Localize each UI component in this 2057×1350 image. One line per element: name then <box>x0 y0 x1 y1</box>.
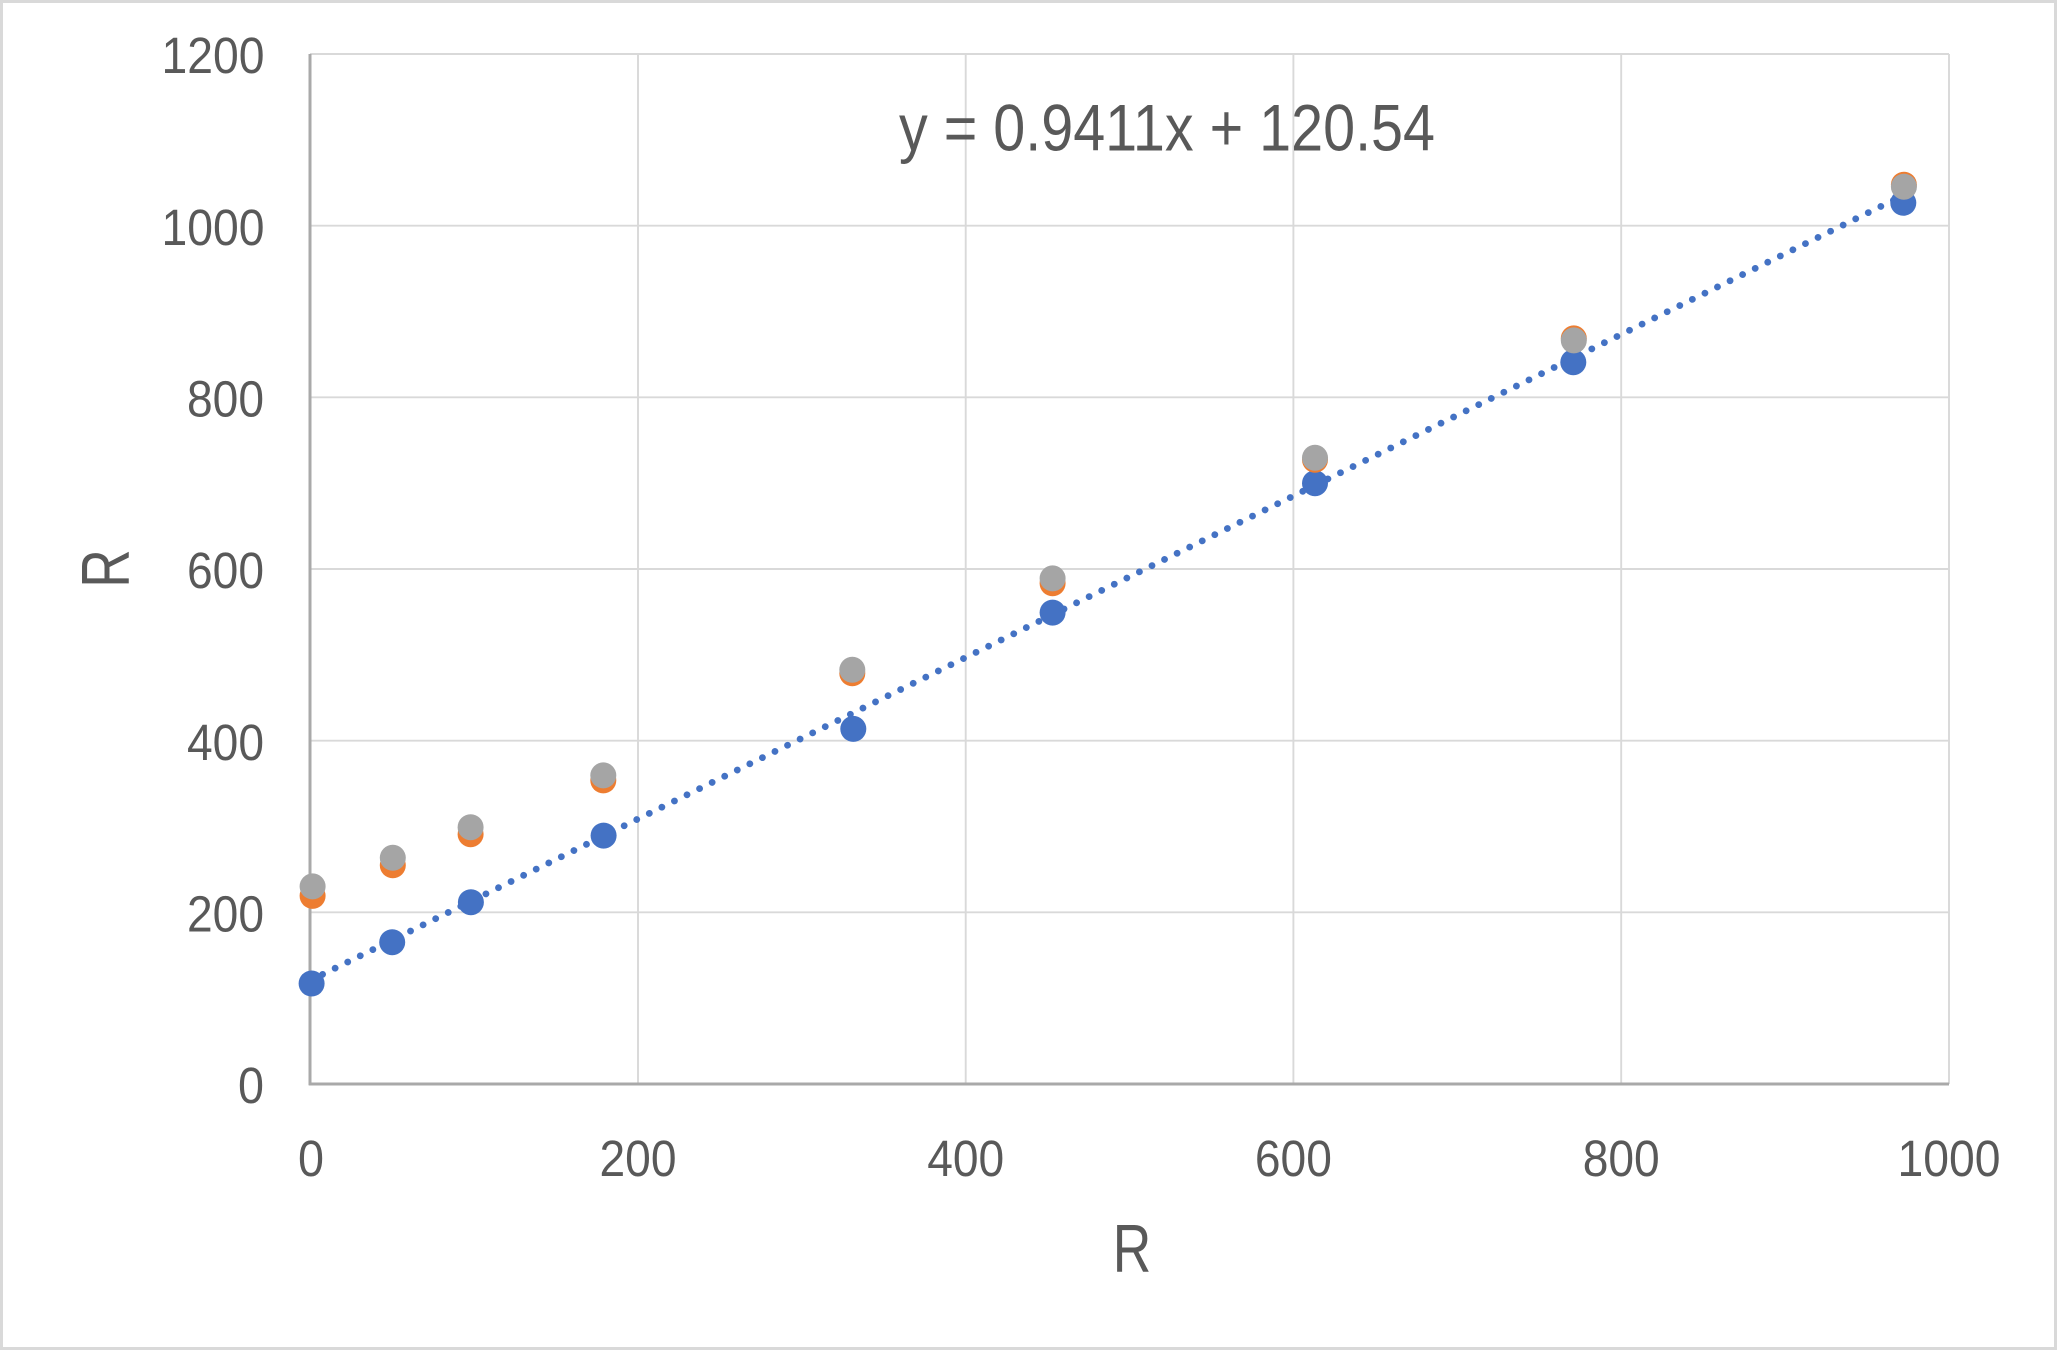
svg-text:0: 0 <box>238 1057 264 1114</box>
svg-text:1000: 1000 <box>162 199 265 256</box>
svg-text:800: 800 <box>187 370 264 427</box>
svg-text:400: 400 <box>187 714 264 771</box>
svg-text:200: 200 <box>187 885 264 942</box>
svg-text:600: 600 <box>1255 1130 1332 1187</box>
svg-text:y = 0.9411x + 120.54: y = 0.9411x + 120.54 <box>899 91 1435 165</box>
svg-text:600: 600 <box>187 542 264 599</box>
svg-text:R: R <box>68 549 144 588</box>
svg-text:400: 400 <box>927 1130 1004 1187</box>
svg-text:1000: 1000 <box>1898 1130 2001 1187</box>
svg-text:1200: 1200 <box>162 27 265 84</box>
svg-text:800: 800 <box>1583 1130 1660 1187</box>
svg-text:0: 0 <box>298 1130 324 1187</box>
svg-text:R: R <box>1113 1211 1152 1287</box>
svg-text:200: 200 <box>600 1130 677 1187</box>
